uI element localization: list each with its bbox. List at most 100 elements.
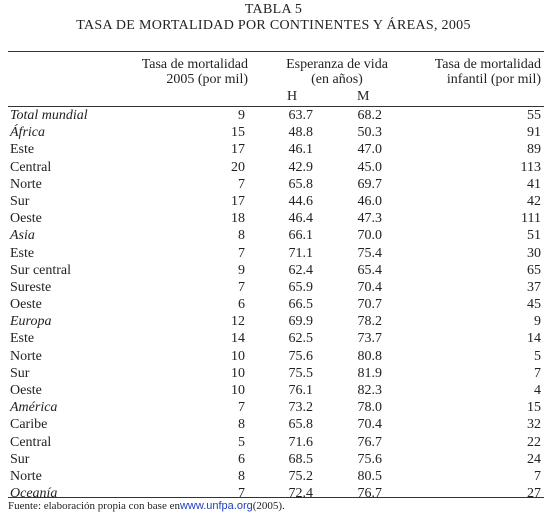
row-life-female: 70.0 <box>357 228 383 244</box>
table-row: Total mundial 9 63.7 68.2 55 <box>0 107 547 124</box>
table-row: Este 7 71.1 75.4 30 <box>0 245 547 262</box>
row-life-male: 46.4 <box>288 211 314 227</box>
row-infant-mortality: 91 <box>527 125 541 141</box>
row-mortality: 5 <box>238 434 245 450</box>
row-mortality: 7 <box>238 279 245 295</box>
row-life-female: 70.7 <box>357 297 383 313</box>
row-mortality: 10 <box>231 383 245 398</box>
table-row: Sur 6 68.5 75.6 24 <box>0 451 547 468</box>
row-infant-mortality: 14 <box>527 331 541 347</box>
row-name: Central <box>10 159 52 175</box>
table-row: Este 17 46.1 47.0 89 <box>0 141 547 158</box>
row-life-male: 46.1 <box>288 142 314 158</box>
row-mortality: 6 <box>238 451 245 467</box>
row-mortality: 7 <box>238 176 245 192</box>
header-life-line1: Esperanza de vida <box>286 57 388 72</box>
row-life-male: 66.1 <box>288 228 314 244</box>
source-suffix: (2005). <box>252 500 285 512</box>
row-life-male: 65.9 <box>288 279 314 295</box>
row-life-female: 65.4 <box>357 262 383 278</box>
header-life-line2: (en años) <box>311 72 363 87</box>
row-infant-mortality: 51 <box>527 228 541 244</box>
table-row: Europa 12 69.9 78.2 9 <box>0 313 547 330</box>
source-link[interactable]: www.unfpa.org <box>179 500 253 512</box>
row-life-male: 42.9 <box>288 159 314 175</box>
row-life-male: 72.4 <box>288 486 314 502</box>
row-name: Oeste <box>10 297 42 313</box>
row-infant-mortality: 65 <box>527 262 541 278</box>
row-life-male: 71.6 <box>288 434 314 450</box>
table-row: Norte 7 65.8 69.7 41 <box>0 176 547 193</box>
row-mortality: 14 <box>231 331 245 347</box>
row-life-female: 45.0 <box>357 159 383 175</box>
row-infant-mortality: 22 <box>527 434 541 450</box>
row-life-male: 71.1 <box>288 245 314 261</box>
row-infant-mortality: 111 <box>521 211 541 227</box>
row-life-female: 46.0 <box>357 193 383 209</box>
row-name: América <box>10 400 58 416</box>
row-name: Sur central <box>10 262 72 278</box>
header-male: H <box>287 89 298 104</box>
row-life-male: 69.9 <box>288 314 314 330</box>
row-life-male: 44.6 <box>288 193 314 209</box>
header-mortality-line2: 2005 (por mil) <box>166 72 248 87</box>
row-life-female: 69.7 <box>357 176 383 192</box>
row-mortality: 8 <box>238 417 245 433</box>
header-infant-line1: Tasa de mortalidad <box>434 57 541 72</box>
table-row: Oeste 18 46.4 47.3 111 <box>0 210 547 227</box>
row-name: Sureste <box>10 279 52 295</box>
row-life-female: 73.7 <box>357 331 383 347</box>
table-row: Sur 10 75.5 81.9 7 <box>0 365 547 382</box>
table-row: Central 20 42.9 45.0 113 <box>0 159 547 176</box>
row-name: Central <box>10 434 52 450</box>
table-row: Central 5 71.6 76.7 22 <box>0 434 547 451</box>
row-mortality: 8 <box>238 468 245 484</box>
header-life-expectancy: Esperanza de vida (en años) <box>262 57 412 87</box>
row-life-female: 81.9 <box>357 365 383 381</box>
row-mortality: 20 <box>231 159 245 175</box>
row-mortality: 7 <box>238 400 245 416</box>
row-life-male: 65.8 <box>288 176 314 192</box>
row-mortality: 7 <box>238 245 245 261</box>
row-mortality: 10 <box>231 365 245 381</box>
row-infant-mortality: 24 <box>527 451 541 467</box>
table-row: América 7 73.2 78.0 15 <box>0 399 547 416</box>
row-infant-mortality: 89 <box>527 142 541 158</box>
row-infant-mortality: 15 <box>527 400 541 416</box>
row-infant-mortality: 9 <box>534 314 541 330</box>
row-name: Este <box>10 142 35 158</box>
table-row: Sur 17 44.6 46.0 42 <box>0 193 547 210</box>
row-life-male: 62.4 <box>288 262 314 278</box>
row-life-male: 48.8 <box>288 125 314 141</box>
row-mortality: 8 <box>238 228 245 244</box>
row-life-female: 75.6 <box>357 451 383 467</box>
table-row: África 15 48.8 50.3 91 <box>0 124 547 141</box>
row-infant-mortality: 45 <box>527 297 541 313</box>
row-life-male: 66.5 <box>288 297 314 313</box>
table-row: Sureste 7 65.9 70.4 37 <box>0 279 547 296</box>
row-infant-mortality: 30 <box>527 245 541 261</box>
row-life-female: 78.2 <box>357 314 383 330</box>
row-mortality: 15 <box>231 125 245 141</box>
row-life-female: 76.7 <box>357 434 383 450</box>
table-row: Sur central 9 62.4 65.4 65 <box>0 262 547 279</box>
row-life-male: 62.5 <box>288 331 314 347</box>
row-name: Sur <box>10 193 30 209</box>
row-name: Norte <box>10 176 42 192</box>
row-life-female: 50.3 <box>357 125 383 141</box>
row-life-female: 82.3 <box>357 383 383 398</box>
row-mortality: 6 <box>238 297 245 313</box>
row-infant-mortality: 32 <box>527 417 541 433</box>
row-name: Europa <box>10 314 52 330</box>
row-life-male: 75.2 <box>288 468 314 484</box>
header-female: M <box>357 89 370 104</box>
row-name: Este <box>10 331 35 347</box>
row-mortality: 18 <box>231 211 245 227</box>
row-name: Sur <box>10 451 30 467</box>
row-life-female: 75.4 <box>357 245 383 261</box>
table-body: Total mundial 9 63.7 68.2 55 África 15 48.8 50.3… <box>0 107 547 502</box>
row-name: Norte <box>10 348 42 364</box>
row-life-female: 80.5 <box>357 468 383 484</box>
row-life-female: 47.3 <box>357 211 383 227</box>
row-mortality: 9 <box>238 108 245 123</box>
